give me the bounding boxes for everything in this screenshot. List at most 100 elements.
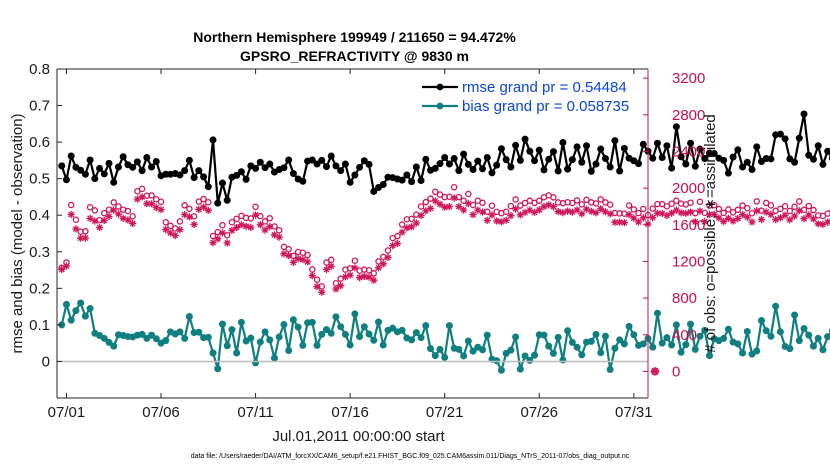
obs-assimilated-point xyxy=(460,206,468,214)
bias-point xyxy=(148,331,156,339)
bias-point xyxy=(672,321,680,329)
obs-possible-point xyxy=(115,203,122,210)
rmse-point xyxy=(734,146,742,154)
rmse-point xyxy=(554,167,562,175)
bias-point xyxy=(512,333,520,341)
obs-possible-point xyxy=(465,190,472,198)
obs-assimilated-point xyxy=(809,215,818,223)
bias-point xyxy=(247,334,255,342)
obs-assimilated-point xyxy=(398,228,406,236)
obs-assimilated-point xyxy=(72,225,80,233)
bias-point xyxy=(616,336,624,344)
bias-point xyxy=(540,331,548,339)
obs-assimilated-point xyxy=(653,209,662,217)
obs-possible-point xyxy=(181,202,188,209)
rmse-point xyxy=(601,155,609,163)
obs-assimilated-point xyxy=(256,221,264,229)
bias-point xyxy=(110,342,118,350)
obs-assimilated-point xyxy=(431,197,439,205)
obs-assimilated-point xyxy=(696,207,704,215)
bias-point xyxy=(696,332,704,340)
rmse-point xyxy=(592,160,600,168)
obs-possible-point xyxy=(72,216,80,224)
obs-assimilated-point xyxy=(677,209,685,217)
obs-assimilated-point xyxy=(356,274,364,282)
obs-assimilated-point xyxy=(379,260,387,268)
obs-assimilated-point xyxy=(450,194,458,202)
obs-possible-point xyxy=(512,196,519,203)
bias-point xyxy=(195,328,203,336)
bias-point xyxy=(682,341,690,349)
obs-possible-point xyxy=(327,256,335,264)
rmse-point xyxy=(96,164,104,172)
bias-point xyxy=(663,334,671,342)
bias-point xyxy=(701,326,709,334)
bias-point xyxy=(601,332,609,340)
obs-assimilated-point xyxy=(242,222,250,230)
bias-point xyxy=(531,351,539,359)
bias-point xyxy=(705,352,713,360)
obs-assimilated-point xyxy=(181,211,189,219)
bias-point xyxy=(568,338,576,346)
obs-possible-point xyxy=(252,203,259,211)
y-tick-label-left: 0.7 xyxy=(29,98,50,115)
obs-assimilated-point xyxy=(672,206,680,214)
obs-assimilated-point xyxy=(753,207,761,215)
bias-point xyxy=(313,341,321,349)
obs-possible-point xyxy=(417,203,425,210)
obs-assimilated-point xyxy=(327,262,335,270)
legend: rmse grand pr = 0.54484 bias grand pr = 0… xyxy=(422,79,629,115)
bias-point xyxy=(743,327,751,335)
obs-assimilated-point xyxy=(119,214,127,222)
obs-possible-point xyxy=(257,212,264,220)
rmse-point xyxy=(488,169,496,177)
obs-possible-point xyxy=(86,203,94,211)
bias-point xyxy=(649,343,657,351)
bias-point xyxy=(360,323,368,331)
obs-possible-point xyxy=(715,205,723,213)
rmse-point xyxy=(266,160,274,168)
obs-assimilated-point xyxy=(469,211,477,219)
obs-assimilated-point xyxy=(710,210,718,218)
obs-assimilated-point xyxy=(502,216,510,224)
rmse-point xyxy=(67,152,75,160)
obs-assimilated-point xyxy=(294,255,302,263)
rmse-point xyxy=(620,144,628,152)
obs-assimilated-point xyxy=(285,252,293,260)
obs-assimilated-point xyxy=(639,214,647,222)
rmse-point xyxy=(365,160,373,168)
obs-assimilated-point xyxy=(478,208,487,216)
rmse-point xyxy=(564,165,572,173)
bias-point xyxy=(507,346,515,354)
rmse-point xyxy=(138,167,146,175)
obs-possible-point xyxy=(450,183,458,191)
rmse-point xyxy=(185,156,193,164)
obs-assimilated-point xyxy=(374,264,383,272)
series-markers-layer xyxy=(58,110,830,374)
obs-assimilated-point xyxy=(530,208,539,216)
obs-possible-point xyxy=(200,195,207,203)
rmse-point xyxy=(691,162,699,170)
obs-possible-point xyxy=(606,201,614,208)
bias-point xyxy=(365,330,373,338)
legend-label-bias: bias grand pr = 0.058735 xyxy=(462,98,629,115)
bias-point xyxy=(356,333,364,341)
obs-possible-point xyxy=(668,200,675,207)
bias-point xyxy=(237,318,245,326)
rmse-point xyxy=(62,176,70,184)
rmse-point xyxy=(285,156,293,164)
bias-point xyxy=(256,338,264,346)
bias-point xyxy=(545,342,553,350)
bias-point xyxy=(564,327,572,335)
obs-assimilated-point xyxy=(152,203,160,212)
bias-point xyxy=(422,322,430,330)
legend-marker-rmse xyxy=(436,83,444,91)
obs-assimilated-point xyxy=(795,207,803,215)
obs-assimilated-point xyxy=(138,193,146,201)
obs-possible-point xyxy=(753,198,760,205)
obs-assimilated-point xyxy=(597,205,605,213)
rmse-point xyxy=(781,135,789,143)
rmse-point xyxy=(105,159,113,167)
rmse-point xyxy=(611,137,619,145)
